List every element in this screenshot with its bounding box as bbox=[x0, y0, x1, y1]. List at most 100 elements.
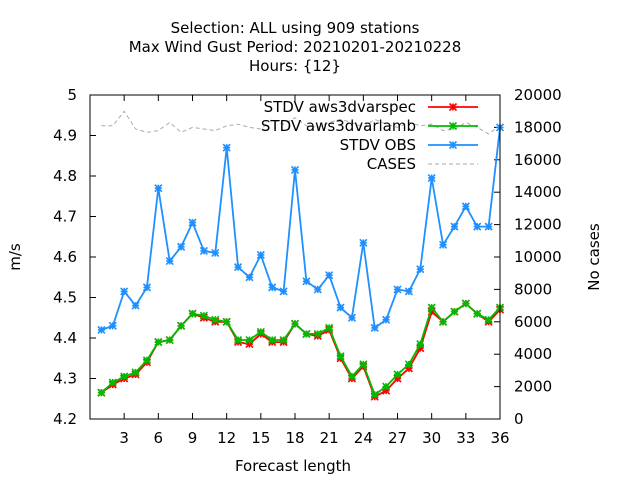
series-point bbox=[393, 370, 402, 379]
series-point bbox=[450, 222, 459, 231]
x-tick-label: 27 bbox=[388, 429, 407, 447]
series-point bbox=[233, 335, 243, 345]
series-point bbox=[448, 140, 458, 150]
series-point bbox=[188, 218, 197, 227]
series-point bbox=[222, 143, 231, 152]
series-point bbox=[347, 313, 357, 322]
series-point bbox=[427, 303, 436, 312]
series-point bbox=[404, 360, 413, 369]
series-point bbox=[427, 173, 436, 183]
series-point bbox=[199, 311, 208, 320]
y2-tick-label: 10000 bbox=[514, 248, 562, 266]
series-point bbox=[382, 315, 391, 324]
x-tick-label: 24 bbox=[354, 429, 373, 447]
series-point bbox=[97, 388, 106, 397]
y-axis-label: m/s bbox=[6, 243, 24, 271]
legend-label: CASES bbox=[367, 155, 416, 173]
series-point bbox=[438, 317, 448, 326]
series-0 bbox=[97, 299, 505, 401]
series-point bbox=[325, 323, 334, 332]
series-point bbox=[382, 386, 391, 395]
plot-frame bbox=[89, 94, 501, 420]
y-tick-label: 4.6 bbox=[53, 248, 77, 266]
series-line bbox=[101, 127, 501, 331]
series-point bbox=[177, 321, 186, 330]
series-point bbox=[448, 121, 458, 131]
series-point bbox=[142, 356, 152, 365]
y2-tick-label: 8000 bbox=[514, 280, 552, 298]
y2-tick-label: 4000 bbox=[514, 345, 552, 363]
x-tick-label: 12 bbox=[217, 429, 236, 447]
series-point bbox=[268, 283, 277, 292]
series-point bbox=[211, 315, 220, 324]
x-tick-label: 36 bbox=[490, 429, 509, 447]
series-point bbox=[290, 165, 300, 174]
series-point bbox=[165, 335, 174, 345]
series-line bbox=[101, 110, 501, 135]
series-point bbox=[404, 364, 413, 373]
series-point bbox=[370, 323, 379, 332]
series-point bbox=[302, 329, 311, 339]
series-point bbox=[131, 368, 140, 377]
x-tick-label: 18 bbox=[285, 429, 304, 447]
series-point bbox=[256, 250, 265, 260]
series-point bbox=[142, 283, 152, 292]
series-point bbox=[233, 263, 243, 272]
series-point bbox=[177, 242, 186, 251]
x-tick-label: 6 bbox=[154, 429, 164, 447]
series-line bbox=[100, 302, 501, 397]
series-point bbox=[154, 184, 163, 193]
legend-label: STDV aws3dvarspec bbox=[264, 98, 416, 116]
title-line-1: Selection: ALL using 909 stations bbox=[171, 19, 420, 37]
series-point bbox=[382, 382, 391, 391]
series-point bbox=[347, 372, 357, 381]
y2-tick-label: 14000 bbox=[514, 183, 562, 201]
x-tick-label: 3 bbox=[119, 429, 129, 447]
y-tick-label: 4.2 bbox=[53, 410, 77, 428]
y-tick-label: 4.9 bbox=[53, 127, 77, 145]
series-point bbox=[336, 352, 345, 361]
series-point bbox=[108, 378, 117, 387]
y2-axis-label: No cases bbox=[585, 223, 603, 291]
y2-tick-label: 0 bbox=[514, 410, 524, 428]
series-point bbox=[359, 238, 368, 247]
series-point bbox=[108, 321, 117, 330]
series-point bbox=[188, 309, 197, 318]
series-point bbox=[165, 256, 174, 266]
y-tick-label: 4.4 bbox=[53, 329, 77, 347]
series-point bbox=[325, 271, 334, 280]
y-tick-label: 5 bbox=[67, 86, 77, 104]
y2-tick-label: 20000 bbox=[514, 86, 562, 104]
chart-title: Selection: ALL using 909 stations Max Wi… bbox=[129, 19, 462, 75]
series-point bbox=[245, 273, 254, 282]
y-tick-label: 4.8 bbox=[53, 167, 77, 185]
series-point bbox=[461, 202, 470, 211]
series-point bbox=[211, 248, 220, 258]
x-tick-label: 9 bbox=[188, 429, 198, 447]
series-point bbox=[438, 240, 448, 249]
series-point bbox=[416, 265, 425, 274]
x-tick-label: 33 bbox=[456, 429, 475, 447]
series-point bbox=[427, 307, 436, 316]
series-point bbox=[131, 301, 140, 310]
series-point bbox=[404, 287, 413, 296]
series-point bbox=[370, 390, 379, 399]
series-point bbox=[359, 360, 368, 369]
legend-label: STDV aws3dvarlamb bbox=[261, 117, 416, 135]
y2-tick-label: 12000 bbox=[514, 216, 562, 234]
series-point bbox=[313, 285, 322, 294]
series-3 bbox=[101, 110, 501, 135]
series-point bbox=[256, 327, 265, 336]
series-point bbox=[448, 102, 458, 112]
plot-area bbox=[97, 110, 505, 401]
title-line-3: Hours: {12} bbox=[249, 57, 341, 75]
y2-tick-label: 18000 bbox=[514, 118, 562, 136]
series-point bbox=[222, 317, 231, 326]
y2-tick-label: 16000 bbox=[514, 151, 562, 169]
series-point bbox=[484, 222, 493, 231]
y2-tick-label: 6000 bbox=[514, 313, 552, 331]
series-point bbox=[393, 285, 402, 294]
series-point bbox=[154, 337, 163, 347]
series-point bbox=[313, 329, 322, 339]
legend-label: STDV OBS bbox=[340, 136, 416, 154]
